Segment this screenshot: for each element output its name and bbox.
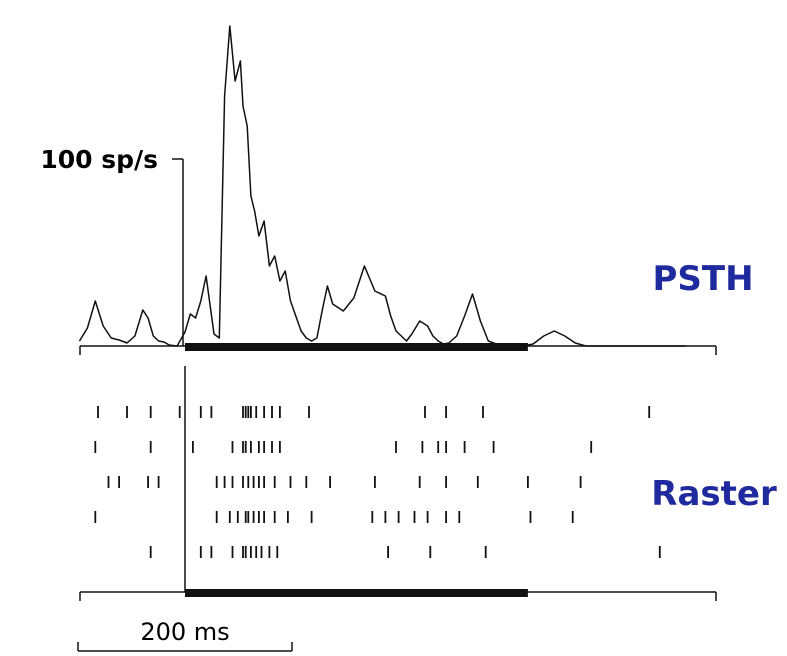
raster-label: Raster: [651, 474, 777, 514]
psth-curve: [78, 25, 687, 347]
raster-plot: [94, 406, 661, 558]
psth-stimulus-bar: [185, 343, 528, 351]
time-scale-label: 200 ms: [140, 618, 229, 646]
y-scale-label: 100 sp/s: [40, 145, 158, 174]
psth-label: PSTH: [652, 259, 753, 299]
raster-stimulus-bar: [185, 589, 528, 597]
